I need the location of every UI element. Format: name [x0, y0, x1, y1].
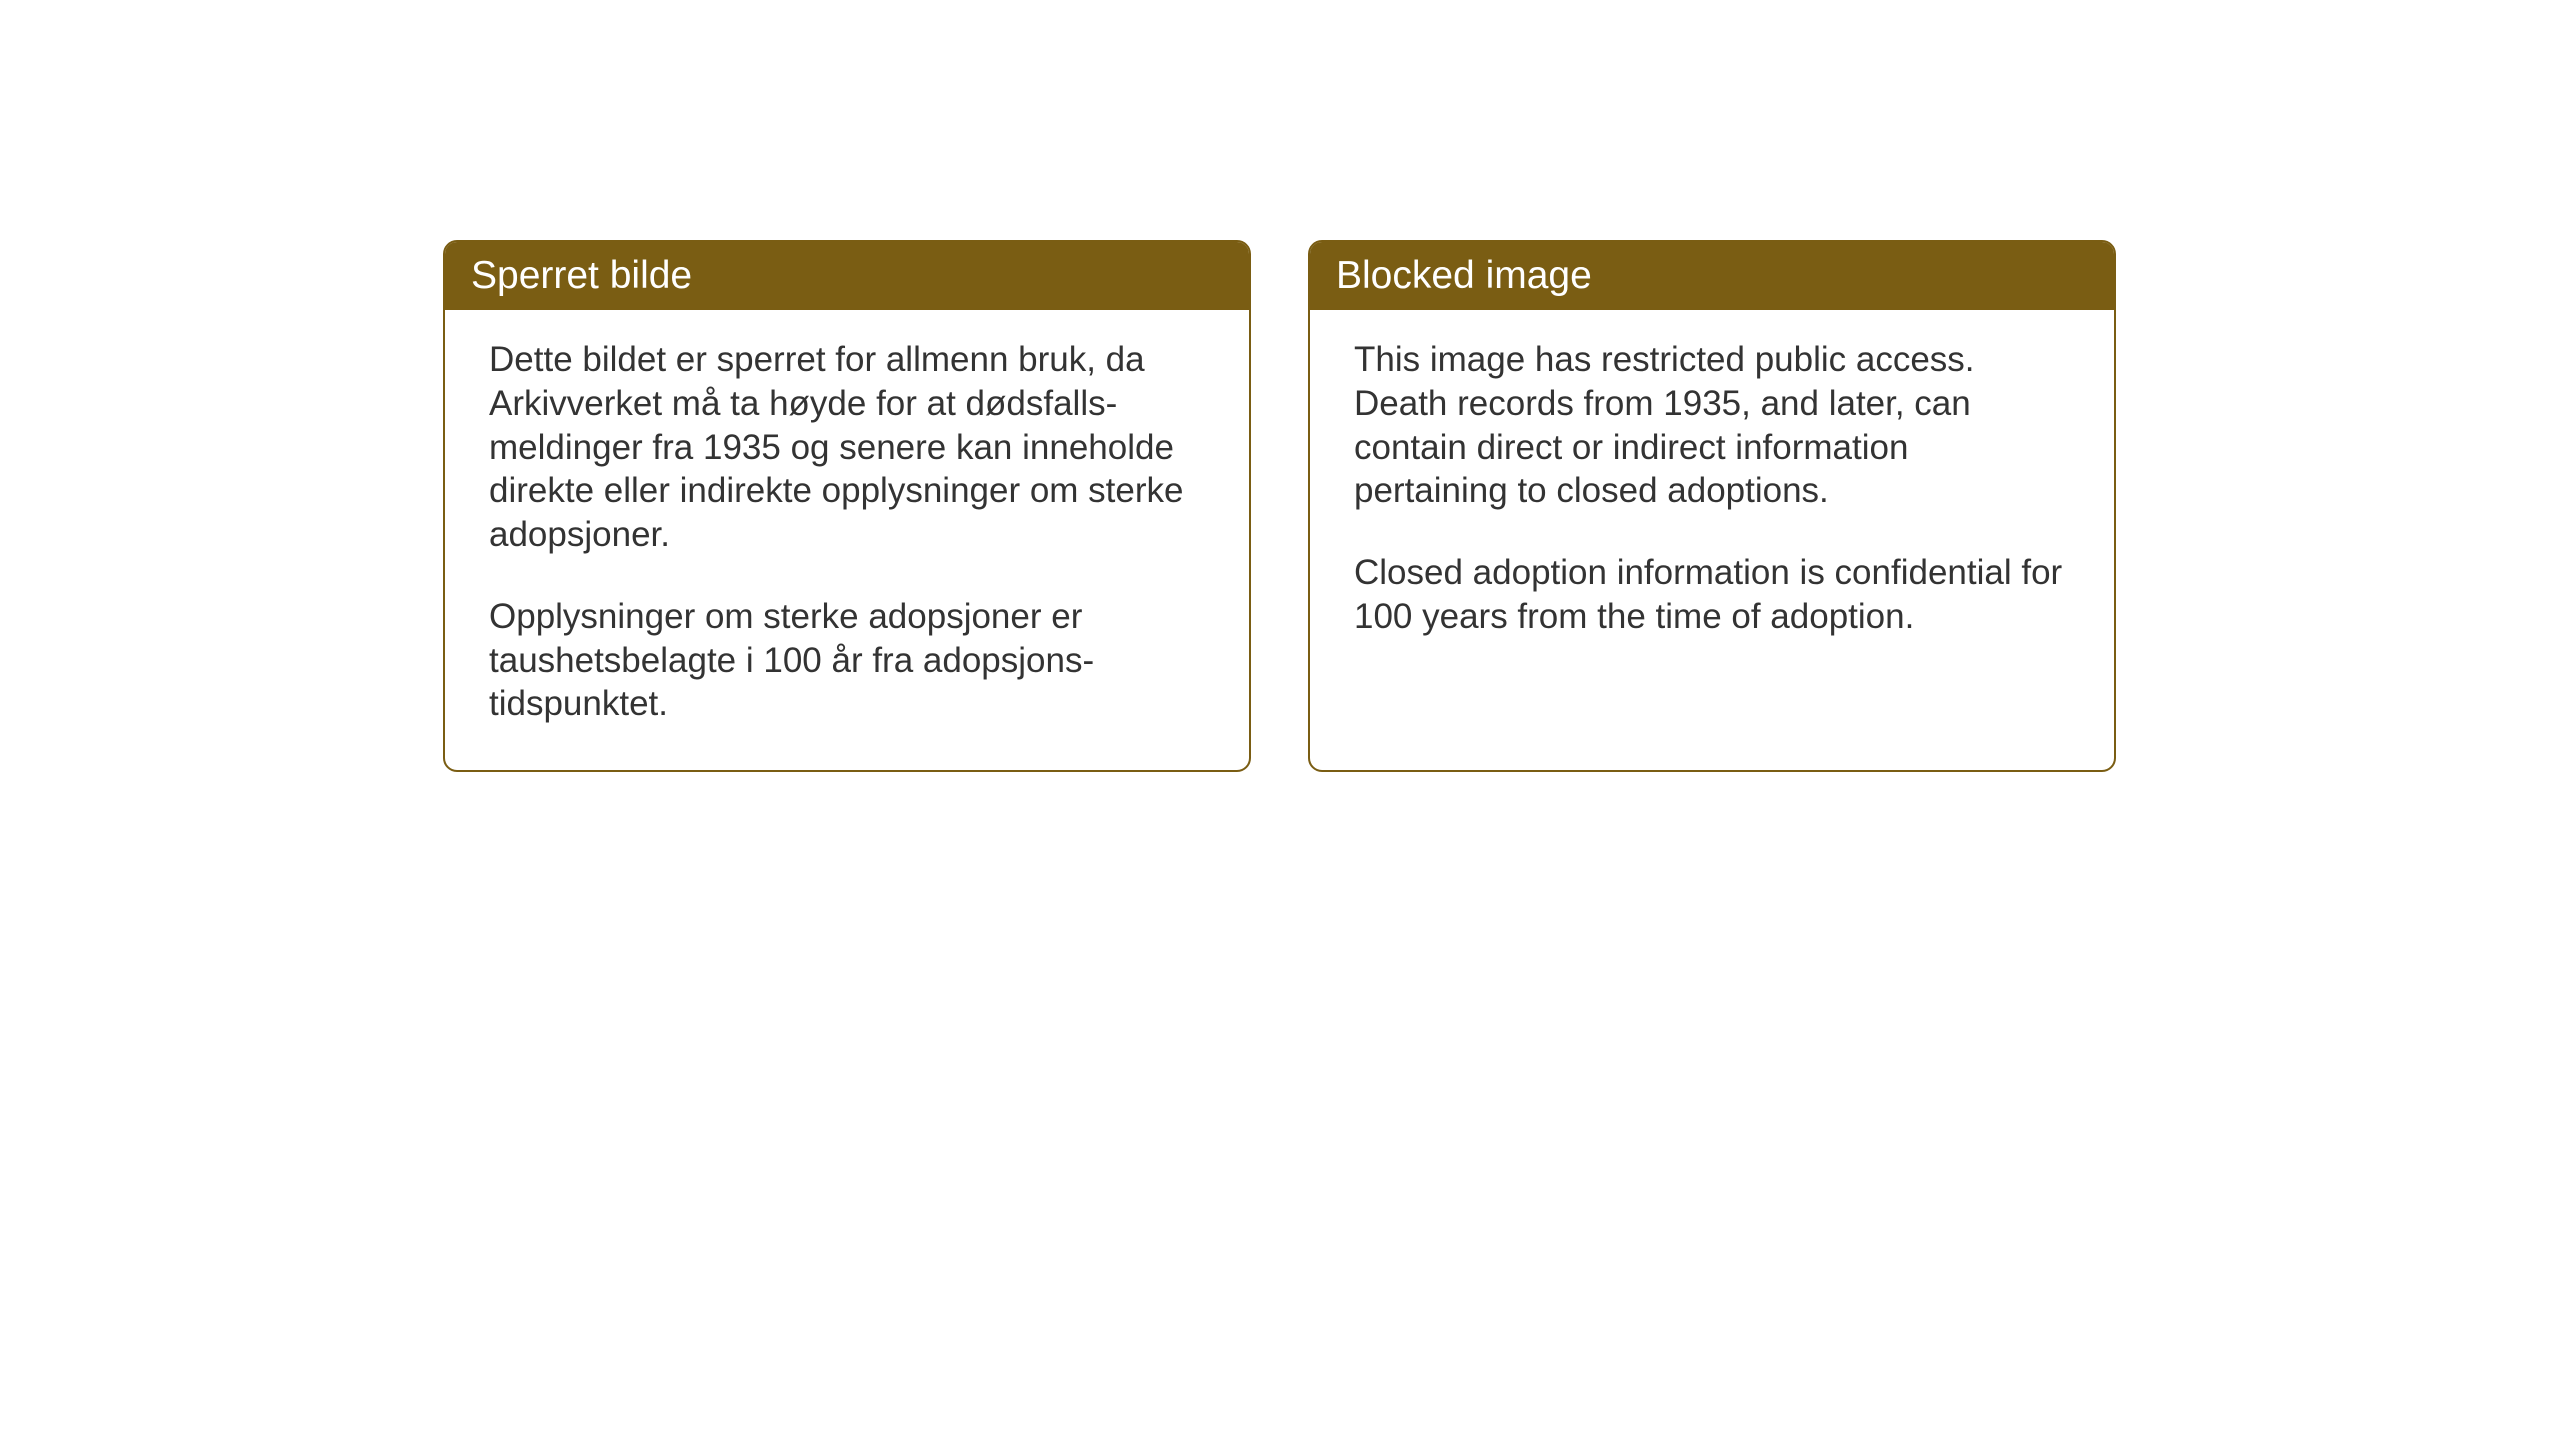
notice-card-norwegian: Sperret bilde Dette bildet er sperret fo… — [443, 240, 1251, 772]
card-header-english: Blocked image — [1310, 242, 2114, 310]
card-title-english: Blocked image — [1336, 254, 1592, 297]
notice-cards-container: Sperret bilde Dette bildet er sperret fo… — [443, 240, 2116, 772]
card-paragraph-2-english: Closed adoption information is confident… — [1354, 551, 2070, 639]
card-body-english: This image has restricted public access.… — [1310, 310, 2114, 683]
card-header-norwegian: Sperret bilde — [445, 242, 1249, 310]
card-title-norwegian: Sperret bilde — [471, 254, 692, 297]
card-body-norwegian: Dette bildet er sperret for allmenn bruk… — [445, 310, 1249, 770]
card-paragraph-1-norwegian: Dette bildet er sperret for allmenn bruk… — [489, 338, 1205, 557]
notice-card-english: Blocked image This image has restricted … — [1308, 240, 2116, 772]
card-paragraph-1-english: This image has restricted public access.… — [1354, 338, 2070, 513]
card-paragraph-2-norwegian: Opplysninger om sterke adopsjoner er tau… — [489, 595, 1205, 726]
